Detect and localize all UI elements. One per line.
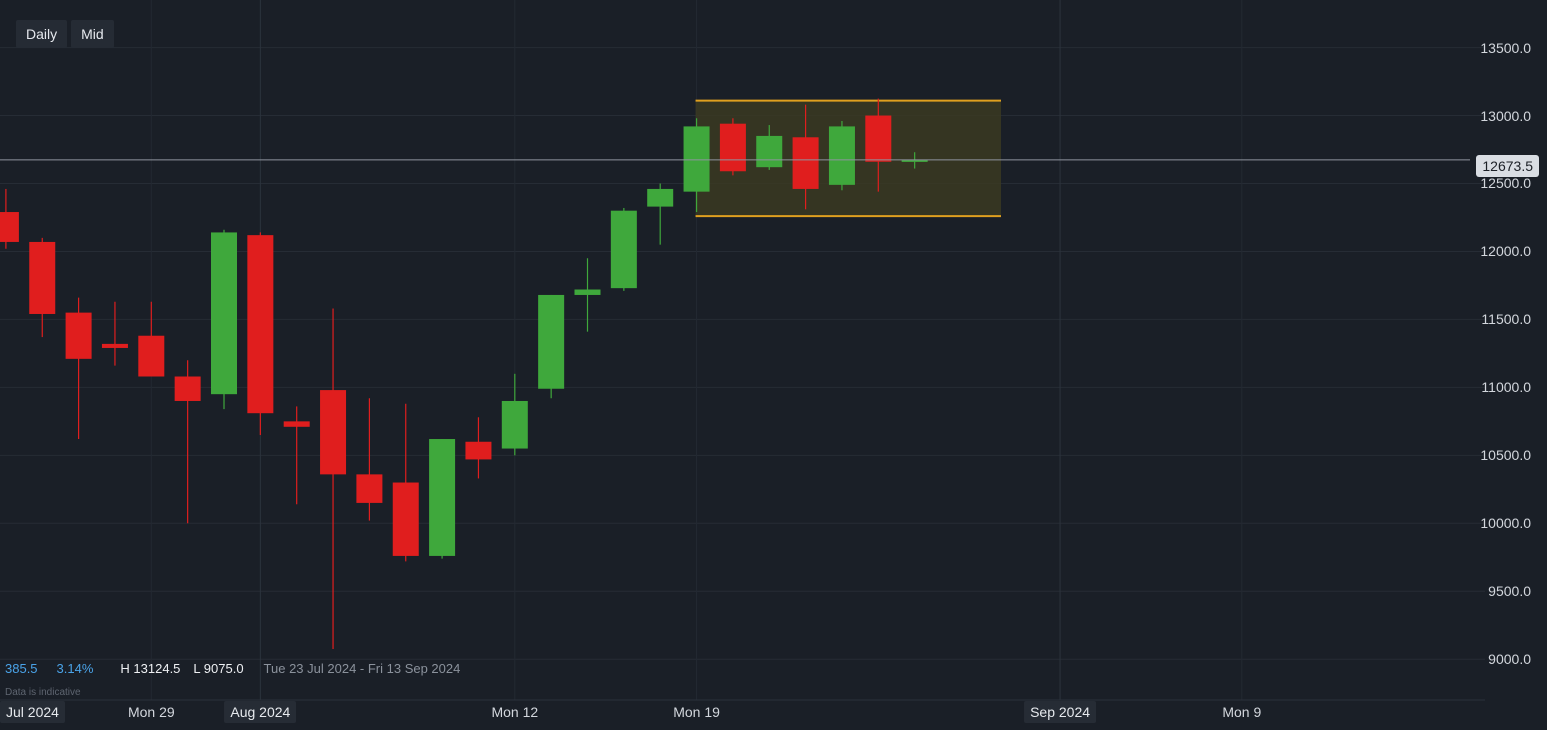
candle (283, 406, 310, 505)
indicative-note: Data is indicative (5, 687, 81, 698)
candle (538, 294, 565, 399)
candle (756, 125, 783, 170)
stats-bar: 385.5 3.14% H 13124.5 L 9075.0 Tue 23 Ju… (5, 661, 460, 676)
candle-body (320, 390, 347, 475)
y-tick-label: 9500.0 (1488, 583, 1531, 600)
candle-body (538, 294, 565, 389)
x-tick-label: Mon 29 (127, 704, 175, 720)
x-tick-label: Aug 2024 (224, 701, 297, 723)
candle-body (283, 421, 310, 427)
candle-body (574, 289, 601, 295)
candle-body (501, 400, 528, 449)
candle (320, 308, 347, 650)
candle (719, 118, 746, 176)
candle (211, 229, 237, 410)
candle-body (247, 235, 274, 414)
candles (0, 98, 928, 650)
candle (683, 118, 710, 213)
candle-body (828, 126, 855, 185)
candle (65, 297, 92, 440)
y-tick-label: 9000.0 (1488, 651, 1531, 668)
candle-body (0, 212, 19, 242)
candle-body (465, 441, 492, 460)
candle (501, 373, 528, 456)
candle (610, 207, 637, 291)
timeframe-daily-button[interactable]: Daily (16, 20, 68, 48)
candle (828, 120, 855, 191)
y-tick-label: 13500.0 (1480, 39, 1531, 56)
change-percent: 3.14% (56, 661, 94, 676)
candle (865, 98, 892, 192)
candle-body (792, 137, 819, 189)
x-tick-label: Sep 2024 (1024, 701, 1097, 723)
candle-body (610, 210, 637, 289)
x-tick-label: Jul 2024 (0, 701, 65, 723)
candle-body (356, 474, 383, 503)
x-tick-label: Mon 19 (673, 704, 720, 720)
change-value: 385.5 (5, 661, 38, 676)
x-tick-label: Mon 9 (1222, 704, 1262, 720)
candle-body (392, 482, 419, 556)
y-tick-label: 11500.0 (1481, 311, 1531, 328)
timeframe-toolbar: Daily Mid (16, 20, 114, 48)
y-tick-label: 13000.0 (1480, 107, 1531, 124)
candle (0, 188, 19, 249)
candle (101, 301, 128, 366)
candle (247, 232, 274, 435)
candle (174, 360, 201, 524)
x-tick-label: Mon 12 (491, 704, 539, 720)
candle-body (683, 126, 710, 192)
candle (356, 398, 383, 521)
candle-body (647, 188, 674, 207)
y-tick-label: 12500.0 (1480, 175, 1531, 192)
candle (29, 237, 56, 338)
candle (792, 104, 819, 210)
candle (465, 417, 492, 479)
candle-body (101, 343, 128, 348)
candle (429, 439, 456, 559)
y-tick-label: 12000.0 (1480, 243, 1531, 260)
candle (392, 403, 419, 562)
price-type-mid-button[interactable]: Mid (71, 20, 114, 48)
current-price-tag: 12673.5 (1476, 155, 1539, 177)
y-tick-label: 10500.0 (1480, 447, 1531, 464)
candle-body (211, 232, 237, 395)
high-value: H 13124.5 (120, 661, 181, 676)
candle-body (756, 135, 783, 168)
candle-body (429, 439, 456, 556)
candle (574, 258, 601, 332)
candle-body (29, 241, 56, 314)
candle-body (138, 335, 165, 377)
candle-body (719, 123, 746, 172)
candle-body (174, 376, 201, 401)
candle (647, 183, 674, 245)
date-range: Tue 23 Jul 2024 - Fri 13 Sep 2024 (263, 661, 461, 676)
y-tick-label: 10000.0 (1480, 515, 1531, 532)
candle (138, 301, 165, 377)
y-tick-label: 11000.0 (1481, 379, 1531, 396)
candle-body (901, 159, 928, 162)
candle-body (865, 115, 892, 162)
low-value: L 9075.0 (193, 661, 244, 676)
candle-body (65, 312, 92, 359)
